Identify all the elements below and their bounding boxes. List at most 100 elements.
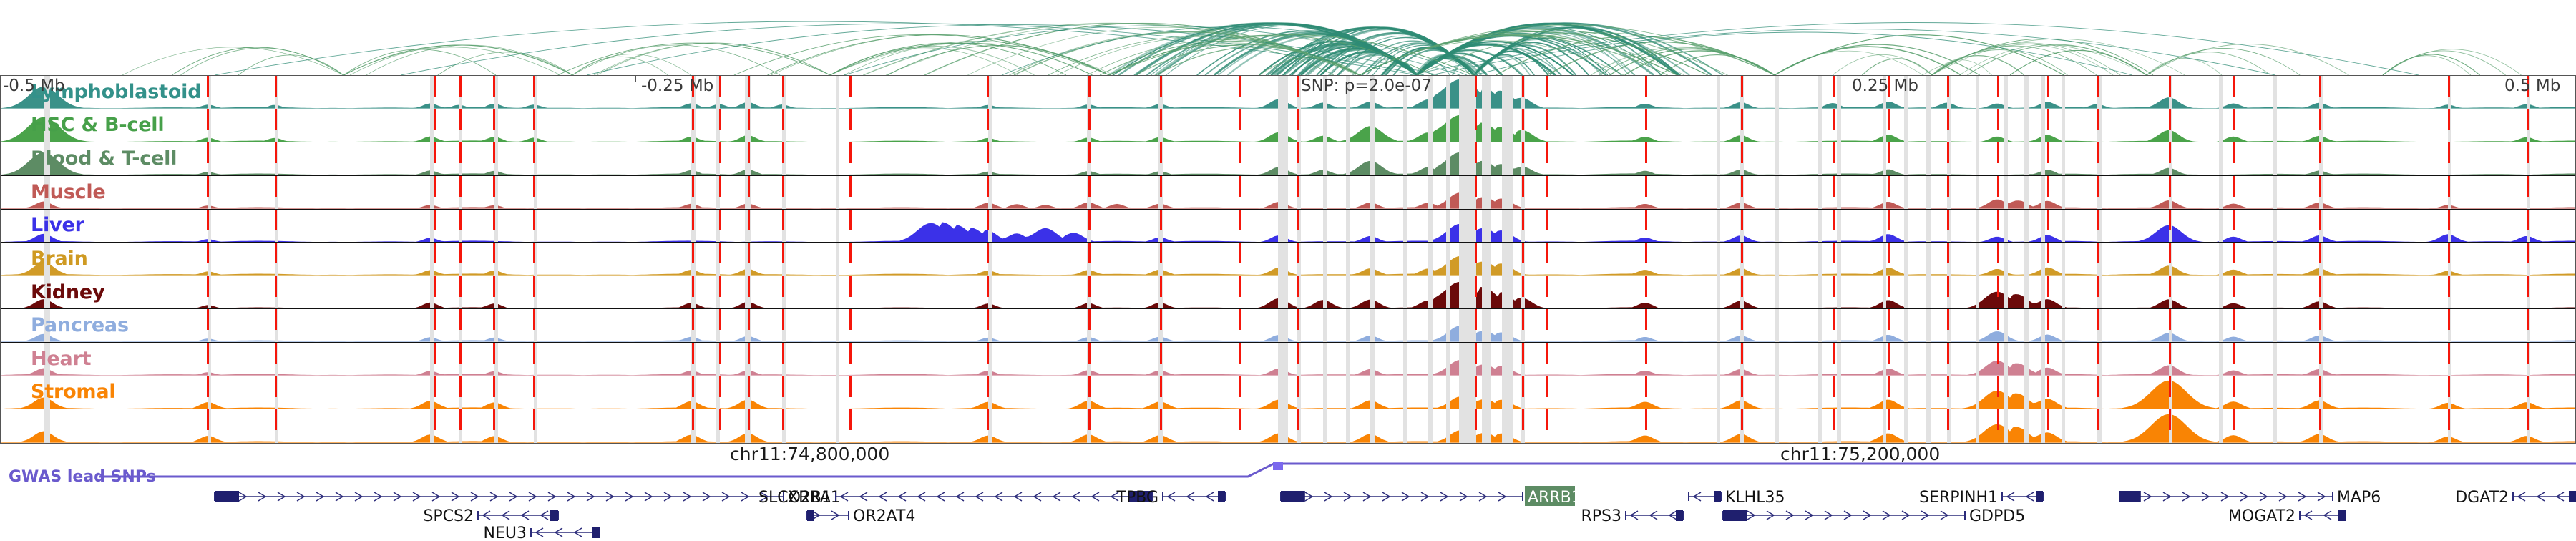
snp-tick: [987, 243, 989, 264]
signal-profile: [1, 255, 2575, 276]
track-heart[interactable]: Heart: [1, 343, 2575, 376]
snp-tick: [2527, 343, 2529, 364]
snp-tick: [275, 243, 277, 264]
track-stromal[interactable]: Stromal: [1, 376, 2575, 410]
highlight-band: [2219, 276, 2223, 309]
snp-tick: [2047, 343, 2049, 364]
snp-tick: [493, 243, 495, 264]
gene-tpbg[interactable]: TPBG: [1116, 489, 1226, 507]
highlight-band: [836, 243, 839, 276]
snp-tick: [1741, 376, 1743, 397]
snp-tick: [987, 142, 989, 164]
highlight-band: [988, 243, 992, 276]
highlight-band: [2004, 175, 2008, 209]
snp-tick: [719, 142, 721, 164]
track-lymphoblastoid[interactable]: Lymphoblastoid: [1, 76, 2575, 109]
highlight-band: [208, 109, 211, 142]
track-liver[interactable]: Liver: [1, 209, 2575, 243]
snp-tick: [987, 409, 989, 431]
highlight-band: [1926, 243, 1931, 276]
gene-or2at4[interactable]: OR2AT4: [806, 507, 915, 525]
snp-tick: [2169, 376, 2171, 397]
highlight-band: [208, 142, 211, 175]
highlight-band: [1323, 175, 1327, 209]
gene-slco2b1[interactable]: SLCO2B1: [758, 489, 1153, 507]
highlight-band: [494, 109, 498, 142]
track-pancreas[interactable]: Pancreas: [1, 309, 2575, 343]
snp-tick: [2527, 175, 2529, 197]
snp-tick: [692, 209, 694, 230]
snp-tick: [719, 309, 721, 331]
highlight-band: [1818, 276, 1822, 309]
highlight-band: [1818, 309, 1822, 342]
gene-dgat2[interactable]: DGAT2: [2455, 489, 2576, 507]
highlight-band: [430, 309, 434, 342]
snp-tick: [2169, 175, 2171, 197]
highlight-band: [534, 243, 537, 276]
snp-tick: [2233, 409, 2235, 431]
snp-tick: [1522, 376, 1524, 397]
highlight-band: [1502, 175, 1513, 209]
snp-tick: [1160, 142, 1162, 164]
gene-serpinh1[interactable]: SERPINH1: [1919, 489, 2044, 507]
snp-tick: [207, 243, 209, 264]
snp-tick: [1522, 142, 1524, 164]
track-hsc-b-cell[interactable]: HSC & B-cell: [1, 109, 2575, 143]
snp-tick: [434, 76, 436, 97]
gene-map6[interactable]: MAP6: [2119, 489, 2381, 507]
track-muscle[interactable]: Muscle: [1, 175, 2575, 210]
track-blood-t-cell[interactable]: Blood & T-cell: [1, 142, 2575, 176]
highlight-band: [1904, 142, 1908, 175]
snp-tick-layer: [1, 343, 2575, 376]
gene-neu3[interactable]: NEU3: [484, 525, 600, 541]
snp-tick: [2319, 409, 2321, 431]
snp-tick: [1297, 343, 1299, 364]
snp-tick-layer: [1, 309, 2575, 342]
gene-spcs2[interactable]: SPCS2: [423, 507, 559, 525]
highlight-band: [1976, 276, 1979, 309]
highlight-band: [2004, 376, 2008, 409]
gene-xrra1[interactable]: XRRA1: [214, 489, 841, 507]
gene-mogat2[interactable]: MOGAT2: [2228, 507, 2346, 525]
snp-tick: [1833, 209, 1835, 230]
highlight-band: [988, 109, 992, 142]
snp-tick: [2047, 309, 2049, 331]
highlight-band: [1502, 142, 1513, 175]
highlight-band: [2062, 409, 2065, 443]
snp-tick: [434, 209, 436, 230]
snp-tick: [1475, 109, 1477, 130]
highlight-band: [2041, 209, 2045, 243]
gene-klhl35[interactable]: KLHL35: [1688, 489, 1785, 507]
snp-tick: [2047, 76, 2049, 97]
highlight-band: [1775, 209, 1779, 243]
snp-tick: [1888, 142, 1890, 164]
highlight-band: [2273, 175, 2277, 209]
gene-label: ARRB1: [1528, 489, 1581, 507]
highlight-band: [1837, 243, 1841, 276]
highlight-band: [2062, 142, 2065, 175]
snp-tick: [1546, 243, 1548, 264]
highlight-band: [1775, 376, 1779, 409]
track-kidney[interactable]: Kidney: [1, 276, 2575, 310]
track-brain[interactable]: Brain: [1, 243, 2575, 276]
snp-tick: [782, 409, 784, 431]
highlight-band: [1428, 175, 1433, 209]
coordinate-labels: chr11:74,800,000 chr11:75,200,000: [0, 444, 2576, 465]
gene-arrb1[interactable]: ARRB1: [1280, 486, 1581, 507]
snp-tick: [1239, 76, 1241, 97]
gene-gdpd5[interactable]: GDPD5: [1722, 507, 2025, 525]
snp-tick: [849, 343, 852, 364]
highlight-band: [836, 409, 839, 443]
gene-rps3[interactable]: RPS3: [1581, 507, 1684, 525]
highlight-band: [430, 276, 434, 309]
snp-tick: [1475, 76, 1477, 97]
snp-tick: [1947, 175, 1949, 197]
snp-tick: [1088, 142, 1091, 164]
snp-tick: [849, 276, 852, 297]
snp-tick: [2448, 343, 2450, 364]
highlight-band: [1482, 175, 1491, 209]
snp-tick: [849, 376, 852, 397]
track-stromal-extra[interactable]: Stromal-extra: [1, 409, 2575, 443]
snp-tick: [207, 175, 209, 197]
snp-tick: [2097, 109, 2099, 130]
